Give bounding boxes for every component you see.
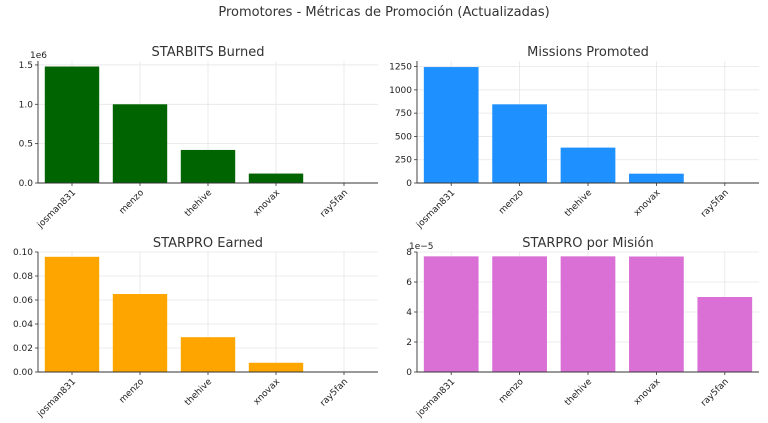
y-tick-label: 1.5 (19, 61, 33, 71)
y-tick-label: 0.0 (19, 179, 34, 189)
bar-ray5fan (697, 297, 753, 372)
x-tick-label: thehive (183, 188, 214, 219)
x-tick-label: menzo (497, 188, 526, 217)
x-tick-label: xnovax (632, 377, 663, 408)
bar-menzo (112, 294, 168, 372)
bar-josman831 (44, 66, 100, 183)
panel-4: 0 2 4 6 8 josman831 menzo thehive xnovax ray5fan S… (406, 236, 759, 420)
bar-thehive (180, 149, 236, 183)
bar-menzo (492, 256, 547, 372)
y-tick-label: 1250 (389, 63, 412, 73)
bar-thehive (560, 147, 616, 183)
bar-josman831 (44, 256, 100, 372)
x-tick-label: ray5fan (699, 377, 731, 409)
offset-label: 1e−5 (409, 242, 434, 252)
y-tick-label: 0 (406, 368, 412, 378)
x-tick-label: ray5fan (699, 188, 731, 220)
x-tick-label: xnovax (252, 188, 283, 219)
panel-3: 0.00 0.02 0.04 0.06 0.08 0.10 josman831 menzo th… (13, 236, 378, 420)
x-tick-label: josman831 (414, 377, 457, 420)
y-tick-label: 0 (406, 179, 412, 189)
bar-josman831 (423, 67, 479, 183)
y-tick-label: 0.5 (19, 140, 33, 150)
y-tick-label: 0.00 (13, 368, 33, 378)
x-tick-label: thehive (563, 377, 594, 408)
panel-title: STARPRO Earned (153, 236, 263, 251)
bar-thehive (180, 337, 236, 372)
x-tick-label: xnovax (252, 377, 283, 408)
y-tick-label: 0.10 (13, 248, 33, 258)
bar-menzo (112, 104, 168, 183)
bar-thehive (560, 256, 616, 372)
y-tick-label: 500 (395, 132, 412, 142)
y-tick-label: 4 (406, 308, 412, 318)
x-tick-label: thehive (183, 377, 214, 408)
y-tick-label: 2 (406, 338, 412, 348)
bar-xnovax (248, 362, 304, 372)
x-tick-label: ray5fan (319, 188, 351, 220)
x-tick-label: josman831 (414, 188, 457, 231)
panel-title: STARBITS Burned (152, 45, 265, 60)
panel-1: 0.0 0.5 1.0 1.5 josman831 menzo thehive xnovax r… (19, 45, 378, 231)
x-tick-label: menzo (118, 377, 147, 406)
y-tick-label: 6 (406, 278, 412, 288)
bar-menzo (492, 104, 547, 183)
y-tick-label: 8 (406, 248, 412, 258)
bar-xnovax (629, 173, 684, 183)
x-tick-label: menzo (497, 377, 526, 406)
figure-title: Promotores - Métricas de Promoción (Actu… (218, 5, 549, 20)
y-tick-label: 750 (395, 109, 412, 119)
y-tick-label: 250 (395, 156, 412, 166)
x-tick-label: thehive (563, 188, 594, 219)
bar-josman831 (423, 256, 479, 372)
panel-title: STARPRO por Misión (522, 236, 653, 251)
x-tick-label: xnovax (632, 188, 663, 219)
bar-xnovax (629, 256, 684, 372)
x-tick-label: menzo (118, 188, 147, 217)
x-tick-label: ray5fan (319, 377, 351, 409)
bar-xnovax (248, 173, 304, 183)
panel-2: 0 250 500 750 1000 1250 josman831 menzo thehive x… (389, 45, 759, 231)
x-tick-label: josman831 (35, 377, 78, 420)
y-tick-label: 0.02 (13, 344, 33, 354)
y-tick-label: 0.04 (13, 320, 33, 330)
x-tick-label: josman831 (35, 188, 78, 231)
offset-label: 1e6 (30, 51, 47, 61)
y-tick-label: 0.08 (13, 272, 33, 282)
y-tick-label: 0.06 (13, 296, 33, 306)
y-tick-label: 1.0 (19, 100, 34, 110)
y-tick-label: 1000 (389, 86, 412, 96)
panel-title: Missions Promoted (527, 45, 649, 60)
